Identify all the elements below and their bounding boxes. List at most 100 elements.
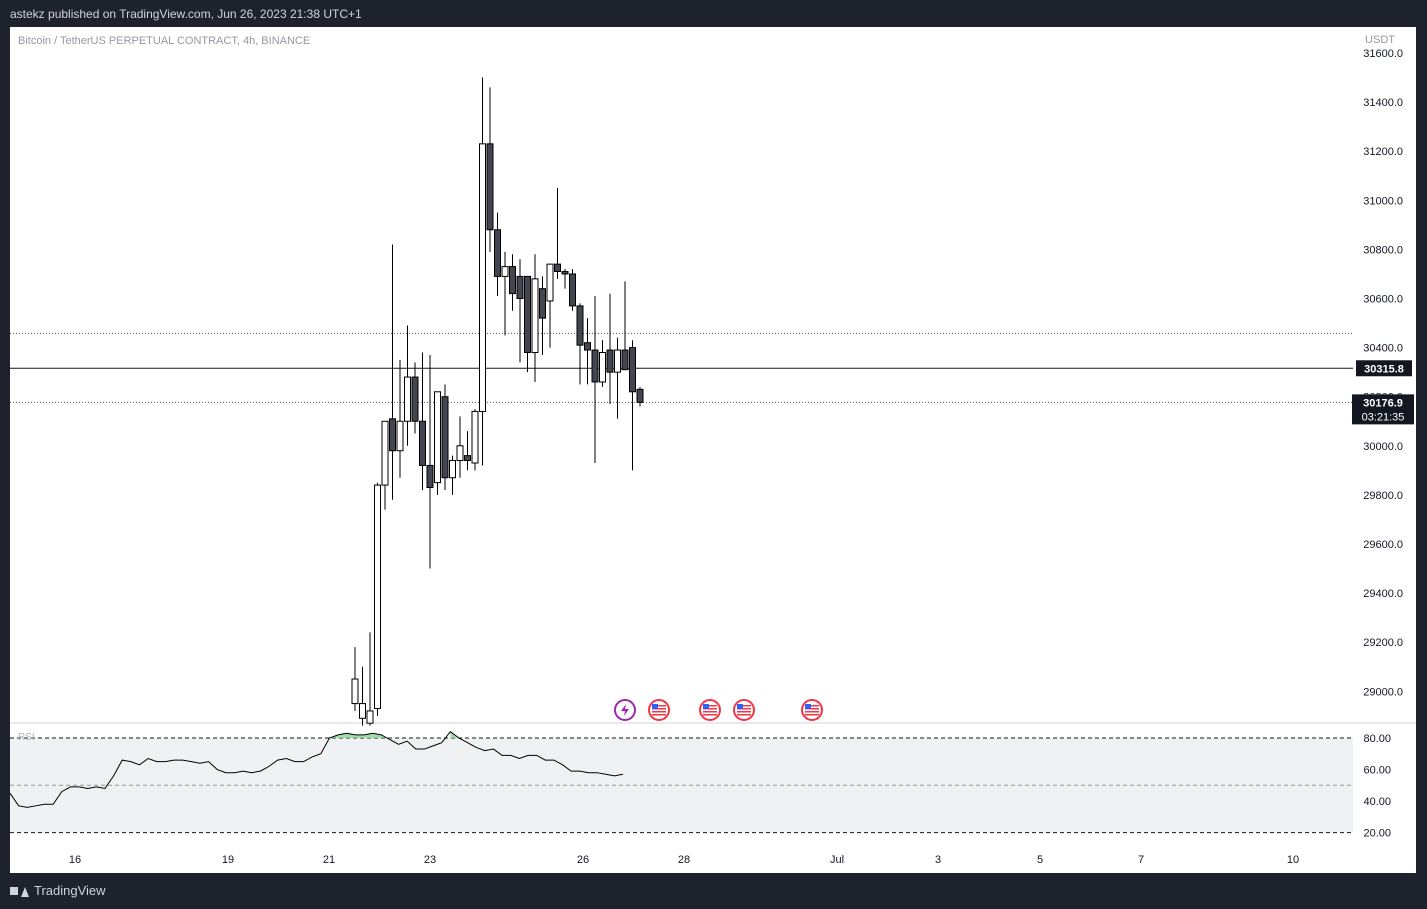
price-tick-label: 31000.0 xyxy=(1363,195,1403,207)
candle-down xyxy=(411,376,419,422)
candle-down xyxy=(561,270,569,275)
us-flag-icon xyxy=(733,699,755,721)
price-tick-label: 29800.0 xyxy=(1363,490,1403,502)
candle-down xyxy=(494,229,501,277)
candle xyxy=(486,87,494,252)
candle xyxy=(359,666,366,726)
candle xyxy=(591,296,599,463)
time-tick-label: 10 xyxy=(1287,854,1299,866)
rsi-band xyxy=(10,722,1416,834)
chart-panel[interactable]: 29000.0 29200.0 29400.0 29600.0 29800.0 30000… xyxy=(10,27,1416,873)
candle-up xyxy=(381,420,389,486)
candle xyxy=(569,269,576,311)
footer-brand[interactable]: TradingView xyxy=(10,882,106,900)
candle xyxy=(464,431,471,471)
candle xyxy=(434,391,441,495)
currency-label: USDT xyxy=(1365,34,1395,46)
candle xyxy=(621,281,629,371)
candle xyxy=(636,386,644,407)
price-tick-label: 29400.0 xyxy=(1363,588,1403,600)
candle xyxy=(561,269,569,289)
rsi-tick-label: 80.00 xyxy=(1363,733,1391,745)
candle-up xyxy=(501,266,509,277)
close-price-label: 30176.9 xyxy=(1363,397,1403,409)
candle xyxy=(509,254,516,311)
time-tick-label: 7 xyxy=(1138,854,1144,866)
time-tick-label: 16 xyxy=(69,854,81,866)
candle-up xyxy=(404,376,411,422)
candle xyxy=(516,259,524,363)
candle xyxy=(471,408,479,471)
candle xyxy=(554,188,561,279)
candle xyxy=(381,420,389,510)
candle xyxy=(539,276,546,355)
candle-up xyxy=(531,278,539,354)
price-tick-label: 31600.0 xyxy=(1363,48,1403,60)
candle xyxy=(366,632,374,726)
candle xyxy=(396,359,404,478)
rsi-overbought-fill xyxy=(329,733,390,740)
price-tick-label: 29600.0 xyxy=(1363,539,1403,551)
symbol-title: Bitcoin / TetherUS PERPETUAL CONTRACT, 4… xyxy=(18,35,311,47)
candle xyxy=(479,77,486,466)
candle-down xyxy=(486,143,494,231)
candle-down xyxy=(591,349,599,383)
candle-up xyxy=(351,678,359,705)
us-flag-icon xyxy=(648,699,670,721)
candle-up xyxy=(546,263,554,302)
time-tick-label: 23 xyxy=(424,854,436,866)
rsi-line xyxy=(10,731,624,808)
price-tick-label: 30600.0 xyxy=(1363,294,1403,306)
candle xyxy=(524,275,531,373)
candle xyxy=(449,455,456,495)
price-tick-label: 29200.0 xyxy=(1363,637,1403,649)
candle-down xyxy=(426,464,434,489)
candle-up xyxy=(456,445,464,462)
time-tick-label: 26 xyxy=(577,854,589,866)
candle xyxy=(599,340,606,387)
candle xyxy=(546,263,554,348)
candle xyxy=(576,303,584,385)
time-tick-label: 28 xyxy=(678,854,690,866)
candle-up xyxy=(366,710,374,724)
candle xyxy=(404,325,411,446)
rsi-band-fill xyxy=(10,738,1353,833)
brand-name: TradingView xyxy=(34,883,106,898)
candle-up xyxy=(599,352,606,383)
time-tick-label: 5 xyxy=(1037,854,1043,866)
rsi-tick-label: 20.00 xyxy=(1363,828,1391,840)
price-tick-label: 29000.0 xyxy=(1363,686,1403,698)
candle-up xyxy=(449,460,456,479)
rsi-tick-label: 40.00 xyxy=(1363,796,1391,808)
candle xyxy=(441,384,449,490)
rsi-series xyxy=(10,731,624,808)
candle xyxy=(351,647,359,711)
candle-up xyxy=(374,484,381,709)
candle xyxy=(426,354,434,569)
chart-canvas[interactable]: 29000.0 29200.0 29400.0 29600.0 29800.0 30000… xyxy=(10,27,1416,873)
rsi-indicator-label[interactable]: RSI xyxy=(18,732,35,743)
publication-header: astekz published on TradingView.com, Jun… xyxy=(10,7,362,21)
us-flag-icon xyxy=(801,699,823,721)
candle-up xyxy=(479,143,486,412)
lightning-icon xyxy=(614,699,636,721)
candle xyxy=(374,482,381,716)
candle-down xyxy=(389,418,396,452)
price-labels: 30315.8 30176.9 03:21:35 xyxy=(1352,360,1414,425)
candle-down xyxy=(636,388,644,403)
candle-down xyxy=(621,349,629,371)
price-tick-label: 31200.0 xyxy=(1363,146,1403,158)
price-axis: 29000.0 29200.0 29400.0 29600.0 29800.0 30000… xyxy=(1363,48,1403,840)
price-tick-label: 30800.0 xyxy=(1363,244,1403,256)
candle-down xyxy=(569,273,576,307)
candle xyxy=(456,416,464,478)
price-tick-label: 30000.0 xyxy=(1363,441,1403,453)
candle xyxy=(629,340,636,471)
candlestick-series xyxy=(351,77,644,726)
candle-down xyxy=(441,396,449,479)
price-tick-label: 30400.0 xyxy=(1363,343,1403,355)
candle-up xyxy=(434,391,441,484)
candle-down xyxy=(629,347,636,393)
time-tick-label: 21 xyxy=(323,854,335,866)
candle xyxy=(584,318,591,385)
